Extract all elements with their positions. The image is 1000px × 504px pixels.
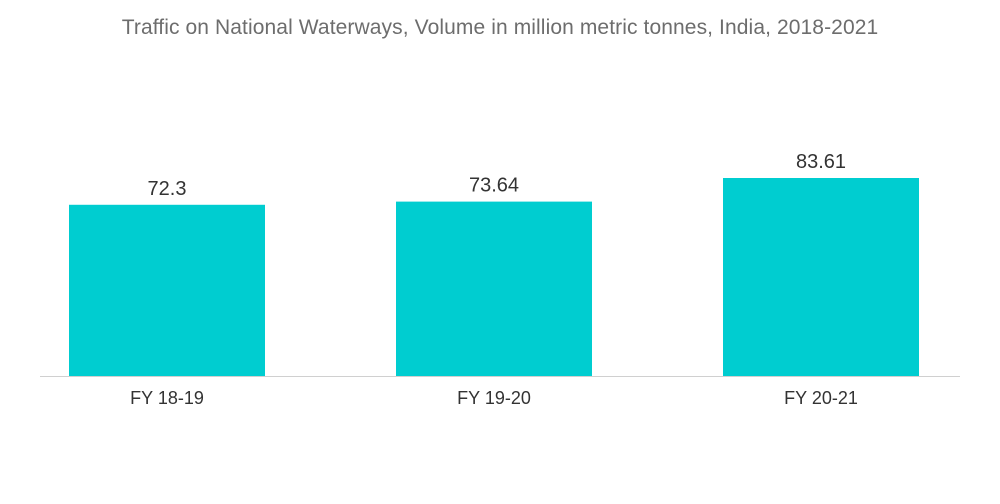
bars-group xyxy=(69,178,919,376)
chart-title: Traffic on National Waterways, Volume in… xyxy=(121,16,879,39)
x-tick-labels-group: FY 18-19 FY 19-20 FY 20-21 xyxy=(130,388,858,408)
x-tick-label-fy-18-19: FY 18-19 xyxy=(130,388,204,408)
bar-fy-20-21 xyxy=(723,178,919,376)
x-tick-label-fy-19-20: FY 19-20 xyxy=(457,388,531,408)
value-labels-group: 72.3 73.64 83.61 xyxy=(148,151,847,200)
value-label-fy-18-19: 72.3 xyxy=(148,178,187,200)
value-label-fy-19-20: 73.64 xyxy=(469,175,519,197)
bar-fy-19-20 xyxy=(396,201,592,376)
x-tick-label-fy-20-21: FY 20-21 xyxy=(784,388,858,408)
value-label-fy-20-21: 83.61 xyxy=(796,151,846,173)
bar-fy-18-19 xyxy=(69,204,265,376)
